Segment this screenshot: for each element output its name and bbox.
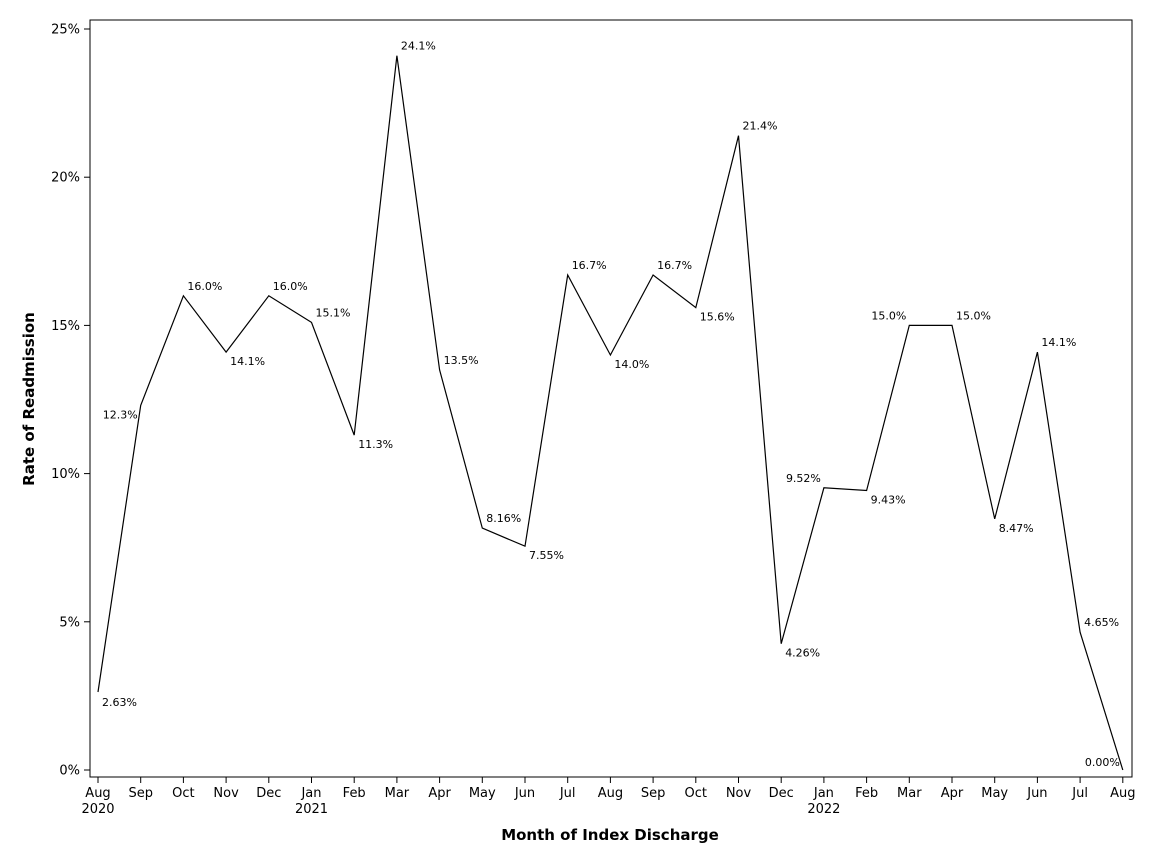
x-tick-label: Sep bbox=[641, 786, 666, 801]
data-label: 14.1% bbox=[230, 355, 265, 368]
data-label: 15.6% bbox=[700, 311, 735, 324]
data-label: 14.1% bbox=[1041, 336, 1076, 349]
data-label: 7.55% bbox=[529, 549, 564, 562]
x-tick-label: Jan bbox=[813, 786, 834, 801]
x-tick-label: May bbox=[981, 786, 1008, 801]
data-label: 16.7% bbox=[572, 259, 607, 272]
x-tick-label: May bbox=[469, 786, 496, 801]
y-tick-label: 5% bbox=[59, 615, 80, 630]
data-label: 12.3% bbox=[103, 408, 138, 421]
x-tick-label: Apr bbox=[941, 786, 964, 801]
y-axis-title: Rate of Readmission bbox=[20, 312, 38, 486]
data-label: 8.47% bbox=[999, 522, 1034, 535]
x-tick-label: Aug bbox=[1110, 786, 1135, 801]
x-year-label: 2022 bbox=[807, 802, 840, 817]
data-label: 16.7% bbox=[657, 259, 692, 272]
data-label: 21.4% bbox=[743, 120, 778, 133]
x-tick-label: Jun bbox=[514, 786, 535, 801]
x-year-label: 2020 bbox=[81, 802, 114, 817]
y-tick-label: 25% bbox=[51, 23, 80, 38]
x-tick-label: Aug bbox=[598, 786, 623, 801]
x-tick-label: Nov bbox=[213, 786, 239, 801]
data-label: 15.1% bbox=[316, 306, 351, 319]
x-tick-label: Mar bbox=[385, 786, 410, 801]
x-tick-label: Aug bbox=[85, 786, 110, 801]
data-label: 9.43% bbox=[871, 493, 906, 506]
x-tick-label: Dec bbox=[256, 786, 281, 801]
y-tick-label: 0% bbox=[59, 764, 80, 779]
x-tick-label: Apr bbox=[428, 786, 451, 801]
x-year-label: 2021 bbox=[295, 802, 328, 817]
x-tick-label: Jun bbox=[1026, 786, 1047, 801]
data-label: 4.26% bbox=[785, 647, 820, 660]
data-label: 0.00% bbox=[1085, 756, 1120, 769]
x-tick-label: Feb bbox=[343, 786, 366, 801]
x-tick-label: Oct bbox=[172, 786, 194, 801]
x-tick-label: Feb bbox=[855, 786, 878, 801]
data-label: 16.0% bbox=[273, 280, 308, 293]
data-label: 8.16% bbox=[486, 512, 521, 525]
x-tick-label: Jan bbox=[300, 786, 321, 801]
data-label: 14.0% bbox=[614, 358, 649, 371]
data-label: 9.52% bbox=[786, 472, 821, 485]
x-tick-label: Dec bbox=[769, 786, 794, 801]
data-label: 24.1% bbox=[401, 40, 436, 53]
x-axis-title: Month of Index Discharge bbox=[501, 826, 719, 844]
x-tick-label: Sep bbox=[128, 786, 153, 801]
y-axis: 0% 5% 10% 15% 20% 25% bbox=[51, 23, 90, 779]
x-tick-label: Jul bbox=[559, 786, 576, 801]
data-label: 16.0% bbox=[187, 280, 222, 293]
y-tick-label: 10% bbox=[51, 467, 80, 482]
data-label: 15.0% bbox=[956, 309, 991, 322]
data-label: 11.3% bbox=[358, 438, 393, 451]
series-line bbox=[97, 55, 1124, 771]
data-label: 2.63% bbox=[102, 696, 137, 709]
x-tick-label: Mar bbox=[897, 786, 922, 801]
x-tick-label: Jul bbox=[1071, 786, 1088, 801]
y-tick-label: 20% bbox=[51, 171, 80, 186]
data-label: 13.5% bbox=[444, 354, 479, 367]
x-tick-label: Nov bbox=[726, 786, 752, 801]
data-label: 4.65% bbox=[1084, 616, 1119, 629]
plot-frame bbox=[89, 19, 1133, 778]
data-labels: 2.63% 12.3% 16.0% 14.1% 16.0% 15.1% 11.3% 24.1%… bbox=[102, 40, 1120, 769]
data-label: 15.0% bbox=[871, 309, 906, 322]
x-tick-label: Oct bbox=[685, 786, 707, 801]
y-tick-label: 15% bbox=[51, 319, 80, 334]
